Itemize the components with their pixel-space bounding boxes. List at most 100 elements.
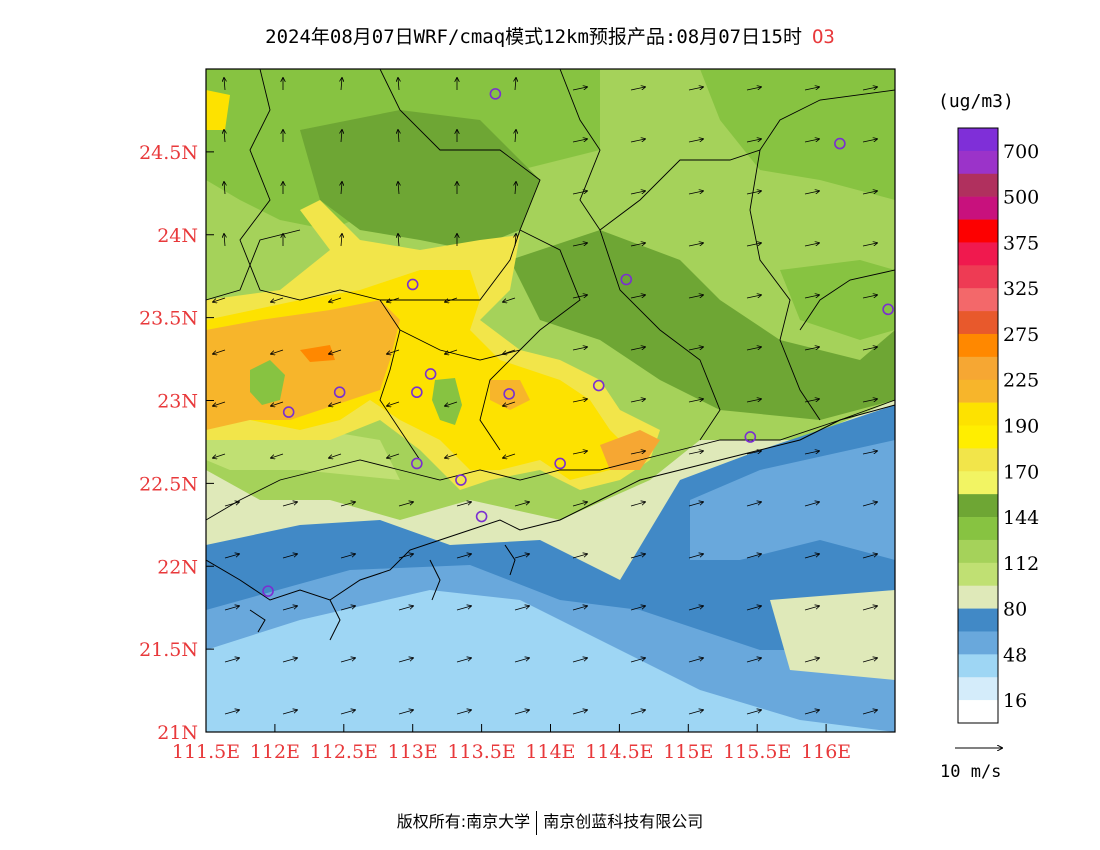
wind-arrow [862, 399, 877, 403]
wind-arrow [445, 349, 458, 354]
wind-arrow [746, 710, 761, 715]
lon-tick-label: 114.5E [585, 741, 653, 763]
wind-arrow [804, 710, 819, 715]
wind-arrow [572, 554, 587, 559]
legend-unit: (ug/m3) [938, 91, 1014, 112]
legend-swatch [958, 471, 998, 495]
legend-swatch [958, 333, 998, 358]
wind-arrow [282, 502, 297, 507]
wind-arrow [515, 182, 516, 195]
wind-arrow [282, 658, 297, 663]
wind-arrow [804, 139, 819, 143]
footer-divider [536, 810, 538, 835]
legend-swatch [958, 517, 998, 541]
station-marker [834, 137, 846, 150]
wind-arrow [224, 554, 239, 559]
wind-arrow [213, 297, 226, 302]
wind-arrow [572, 399, 587, 403]
legend-label: 700 [1003, 141, 1039, 163]
wind-arrow [456, 606, 471, 611]
wind-arrow [804, 658, 819, 663]
hot-225-east [490, 380, 530, 410]
wind-arrow [804, 191, 819, 195]
wind-arrow [572, 606, 587, 611]
lon-tick-label: 113.5E [447, 741, 515, 763]
station-marker [620, 273, 633, 286]
legend-swatch [958, 448, 998, 472]
lon-tick-label: 116E [801, 741, 851, 763]
legend-swatch [958, 700, 998, 724]
lat-tick-label: 21.5N [139, 639, 198, 661]
wind-arrow [862, 451, 877, 455]
legend-label: 170 [1003, 461, 1039, 483]
wind-arrow [688, 606, 703, 611]
wind-arrow [746, 139, 761, 143]
wind-arrow [514, 710, 529, 715]
lake-112 [250, 360, 285, 405]
station-marker [475, 510, 488, 523]
station-marker [411, 457, 423, 470]
wind-arrow [271, 349, 284, 354]
legend-swatch [958, 265, 998, 289]
wind-arrow [630, 87, 645, 91]
legend-swatch [958, 288, 998, 312]
wind-arrow [862, 710, 877, 715]
station-marker [592, 379, 605, 392]
wind-arrow [514, 606, 529, 611]
wind-arrow [445, 401, 458, 406]
wind-arrow [387, 401, 400, 406]
legend-label: 275 [1003, 324, 1039, 346]
legend-swatch [958, 311, 998, 335]
wind-arrow [340, 710, 355, 715]
wind-arrow [329, 297, 342, 302]
wind-arrow [746, 347, 761, 351]
east-sea-inner [690, 440, 895, 560]
legend-swatch [958, 425, 998, 449]
wind-arrow [862, 606, 877, 611]
wind-arrow [224, 606, 239, 611]
wind-arrow [341, 182, 342, 195]
station-marker [455, 474, 467, 486]
wind-arrow [630, 451, 645, 455]
wind-arrow [515, 234, 516, 247]
wind-arrow [862, 347, 877, 351]
wind-arrow [329, 401, 342, 406]
wind-arrow [387, 453, 400, 458]
legend-frame [957, 127, 999, 724]
copyright-text: 版权所有:南京大学 [396, 812, 531, 831]
wind-arrow [456, 502, 471, 507]
hot-225-hk [600, 430, 660, 470]
wind-arrow [862, 139, 877, 143]
wind-arrow [503, 297, 516, 302]
wind-arrow [746, 451, 761, 455]
wind-arrow [630, 606, 645, 611]
station-marker [406, 278, 419, 291]
wind-arrow [398, 182, 399, 195]
lon-tick-label: 111.5E [172, 741, 240, 763]
wind-arrow [271, 453, 284, 458]
wind-arrow [213, 453, 226, 458]
wind-arrow [398, 658, 413, 663]
wind-arrow [271, 401, 284, 406]
mid-144 [510, 230, 895, 420]
wind-arrow [213, 349, 226, 354]
wind-arrow [224, 234, 225, 247]
legend-label: 325 [1003, 278, 1039, 300]
wind-arrow [329, 453, 342, 458]
title-text: 2024年08月07日WRF/cmaq模式12km预报产品:08月07日15时 [265, 26, 802, 48]
east-144-2 [780, 260, 895, 340]
legend-label: 190 [1003, 416, 1039, 438]
wind-arrow [271, 297, 284, 302]
lat-tick-label: 21N [157, 722, 198, 744]
wind-arrow [746, 502, 761, 507]
wind-arrow [630, 399, 645, 403]
wind-reference-label: 10 m/s [940, 762, 1002, 782]
boundaries [206, 69, 895, 521]
wind-arrow [224, 710, 239, 715]
monitoring-stations [262, 88, 894, 597]
wind-arrow [688, 710, 703, 715]
wind-arrow [804, 502, 819, 507]
pocket-144 [432, 378, 462, 425]
species-label: O3 [811, 26, 835, 48]
wind-arrow [224, 658, 239, 663]
